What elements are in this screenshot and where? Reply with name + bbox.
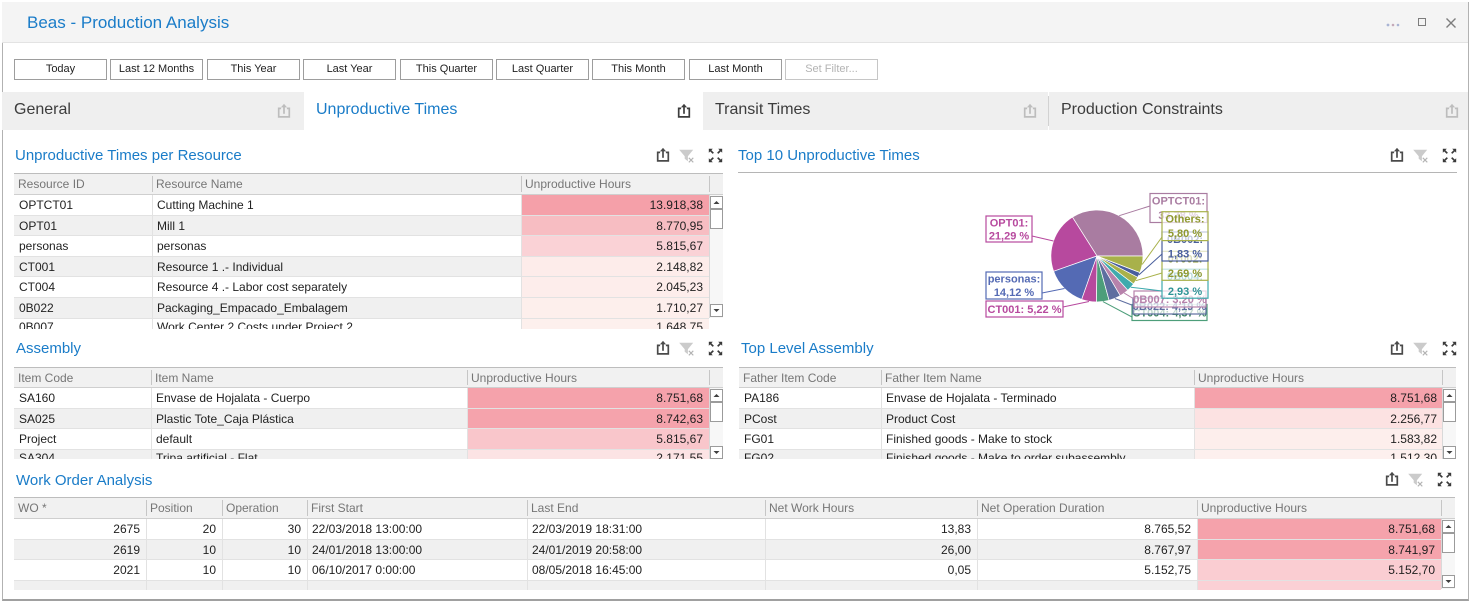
svg-text:21,29 %: 21,29 % [989,230,1030,242]
svg-text:2,69 %: 2,69 % [1168,268,1202,280]
svg-text:Others:: Others: [1165,214,1204,226]
svg-text:personas:: personas: [988,274,1041,286]
svg-text:OPTCT01:: OPTCT01: [1152,196,1205,208]
svg-text:1,83 %: 1,83 % [1168,249,1202,261]
svg-text:14,12 %: 14,12 % [994,287,1035,299]
svg-text:2,93 %: 2,93 % [1168,286,1202,298]
svg-text:CT001: 5,22 %: CT001: 5,22 % [988,304,1062,316]
svg-text:5,80 %: 5,80 % [1168,228,1202,240]
svg-text:OPT01:: OPT01: [990,217,1029,229]
